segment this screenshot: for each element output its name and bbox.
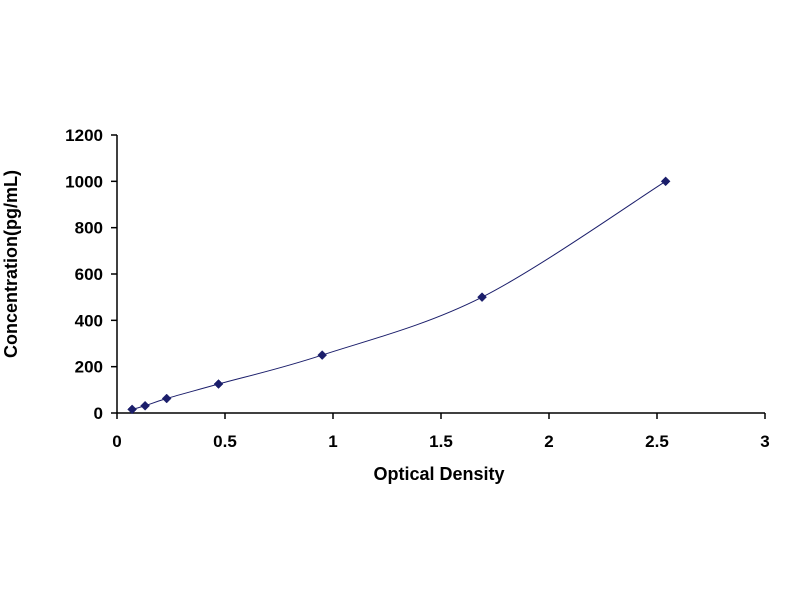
y-tick-label: 200 bbox=[75, 358, 103, 377]
y-tick-label: 1000 bbox=[65, 172, 103, 191]
x-tick-label: 1.5 bbox=[429, 432, 453, 451]
data-point-marker bbox=[213, 379, 224, 389]
x-axis-title: Optical Density bbox=[373, 464, 504, 484]
x-tick-label: 1 bbox=[328, 432, 337, 451]
data-point-marker bbox=[317, 350, 328, 360]
x-tick-labels: 0 0.5 1 1.5 2 2.5 3 bbox=[112, 432, 769, 451]
x-tick-label: 2.5 bbox=[645, 432, 669, 451]
data-point-marker bbox=[140, 400, 150, 411]
data-markers bbox=[127, 176, 671, 415]
y-tick-label: 400 bbox=[75, 311, 103, 330]
data-point-marker bbox=[660, 176, 671, 187]
data-point-marker bbox=[477, 292, 487, 303]
x-tick-label: 3 bbox=[760, 432, 769, 451]
y-tick-labels: 0 200 400 600 800 1000 1200 bbox=[65, 126, 103, 423]
y-tick-label: 0 bbox=[94, 404, 103, 423]
x-tick-label: 2 bbox=[544, 432, 553, 451]
y-tick-label: 1200 bbox=[65, 126, 103, 145]
y-tick-label: 800 bbox=[75, 219, 103, 238]
data-point-marker bbox=[127, 404, 137, 415]
y-ticks bbox=[111, 134, 117, 414]
x-tick-label: 0 bbox=[112, 432, 121, 451]
data-point-marker bbox=[161, 393, 172, 404]
x-tick-label: 0.5 bbox=[213, 432, 237, 451]
y-axis-title: Concentration(pg/mL) bbox=[1, 170, 21, 358]
x-ticks bbox=[116, 413, 766, 419]
y-tick-label: 600 bbox=[75, 265, 103, 284]
